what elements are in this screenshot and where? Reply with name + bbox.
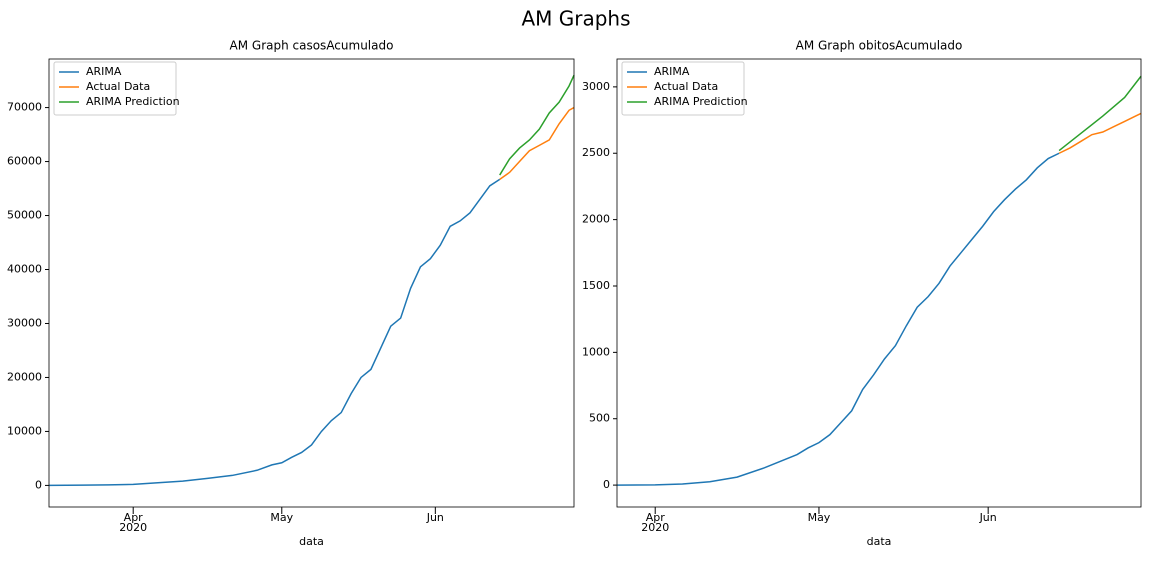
x-tick-label: Apr: [646, 511, 666, 524]
x-tick-sublabel: 2020: [119, 521, 147, 534]
y-tick-label: 3000: [582, 80, 610, 93]
legend-label: ARIMA Prediction: [654, 95, 748, 108]
x-tick-sublabel: 2020: [641, 521, 669, 534]
x-tick-label: May: [808, 511, 831, 524]
x-axis-label: data: [867, 535, 892, 548]
y-tick-label: 1000: [582, 345, 610, 358]
y-tick-label: 50000: [7, 209, 42, 222]
legend-label: ARIMA: [86, 65, 122, 78]
series-line: [499, 74, 575, 176]
y-tick-label: 20000: [7, 370, 42, 383]
y-tick-label: 40000: [7, 263, 42, 276]
x-tick-label: Apr: [124, 511, 144, 524]
y-tick-label: 0: [35, 478, 42, 491]
y-tick-label: 0: [603, 478, 610, 491]
figure-title: AM Graphs: [521, 7, 630, 31]
x-tick-label: May: [270, 511, 293, 524]
y-tick-label: 30000: [7, 316, 42, 329]
y-tick-label: 2500: [582, 146, 610, 159]
legend-box: [53, 61, 177, 116]
x-tick-label: Jun: [979, 511, 997, 524]
series-line: [48, 178, 501, 487]
series-line: [1058, 75, 1142, 152]
axes-title: AM Graph casosAcumulado: [230, 39, 394, 53]
legend-label: ARIMA: [654, 65, 690, 78]
y-tick-label: 10000: [7, 424, 42, 437]
axes-title: AM Graph obitosAcumulado: [796, 39, 963, 53]
legend-label: Actual Data: [86, 80, 150, 93]
y-tick-label: 1500: [582, 279, 610, 292]
series-line: [1058, 112, 1142, 154]
series-line: [499, 106, 575, 180]
x-axis-label: data: [299, 535, 324, 548]
y-tick-label: 60000: [7, 155, 42, 168]
y-tick-label: 2000: [582, 213, 610, 226]
legend-label: ARIMA Prediction: [86, 95, 180, 108]
y-tick-label: 70000: [7, 101, 42, 114]
y-tick-label: 500: [589, 412, 610, 425]
legend-box: [621, 61, 745, 116]
legend-label: Actual Data: [654, 80, 718, 93]
series-line: [616, 152, 1060, 486]
axes-frame: [616, 58, 1142, 508]
x-tick-label: Jun: [426, 511, 444, 524]
axes-frame: [48, 58, 575, 508]
